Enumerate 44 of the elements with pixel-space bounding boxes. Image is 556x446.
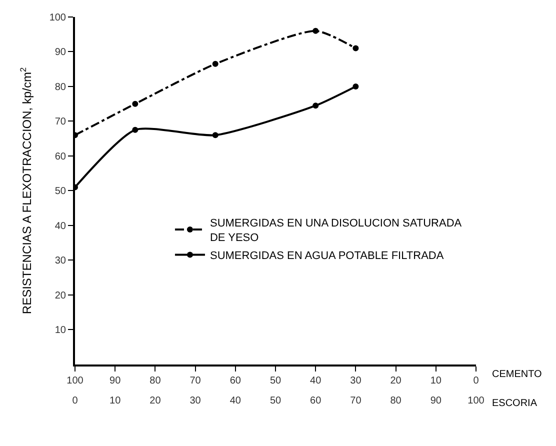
x-tick-label: 20 xyxy=(150,396,162,407)
y-tick-label: 40 xyxy=(54,220,66,232)
x-tick-label: 40 xyxy=(230,396,242,407)
x2-axis-title: CEMENTO xyxy=(492,369,542,380)
y-tick-label: 10 xyxy=(54,325,66,336)
point xyxy=(132,100,138,107)
point xyxy=(132,126,138,133)
point xyxy=(212,132,218,138)
y-tick-label: 50 xyxy=(54,186,66,198)
x-tick-label: 60 xyxy=(310,396,322,407)
y-tick-label: 80 xyxy=(54,82,66,93)
x2-tick-label: 20 xyxy=(390,375,402,386)
y-tick-label: 70 xyxy=(54,116,66,128)
x2-tick-label: 100 xyxy=(66,375,84,386)
x2-tick-label: 50 xyxy=(270,375,282,386)
x-axis-title: ESCORIA xyxy=(492,398,538,409)
point xyxy=(312,28,319,34)
x2-tick-label: 10 xyxy=(430,375,442,386)
x2-tick-label: 80 xyxy=(150,375,162,386)
point xyxy=(352,45,359,52)
x2-tick-label: 40 xyxy=(310,375,322,386)
x-tick-label: 70 xyxy=(350,396,362,407)
point xyxy=(212,60,218,67)
x2-tick-label: 0 xyxy=(473,375,480,386)
x2-tick-label: 60 xyxy=(230,375,242,386)
x2-tick-label: 90 xyxy=(110,375,122,386)
x-tick-label: 0 xyxy=(72,396,78,407)
point xyxy=(352,83,359,90)
x-tick-label: 90 xyxy=(430,396,442,407)
y-tick-label: 90 xyxy=(54,47,66,58)
y-tick-label: 100 xyxy=(49,12,66,24)
x-tick-label: 80 xyxy=(390,396,402,407)
y-tick-label: 60 xyxy=(54,151,66,162)
x2-tick-label: 70 xyxy=(190,375,202,386)
y-tick-label: 20 xyxy=(54,290,66,302)
legend-label: SUMERGIDAS EN UNA DISOLUCION SATURADA DE YESO xyxy=(210,218,462,244)
x-tick-label: 50 xyxy=(270,396,282,407)
x-tick-label: 100 xyxy=(468,396,485,407)
x-tick-label: 10 xyxy=(110,396,122,407)
x-tick-label: 30 xyxy=(190,396,202,407)
legend-label: SUMERGIDAS EN AGUA POTABLE FILTRADA xyxy=(210,250,444,262)
point xyxy=(312,102,319,109)
y-tick-label: 30 xyxy=(54,256,66,267)
x2-tick-label: 30 xyxy=(350,375,362,386)
